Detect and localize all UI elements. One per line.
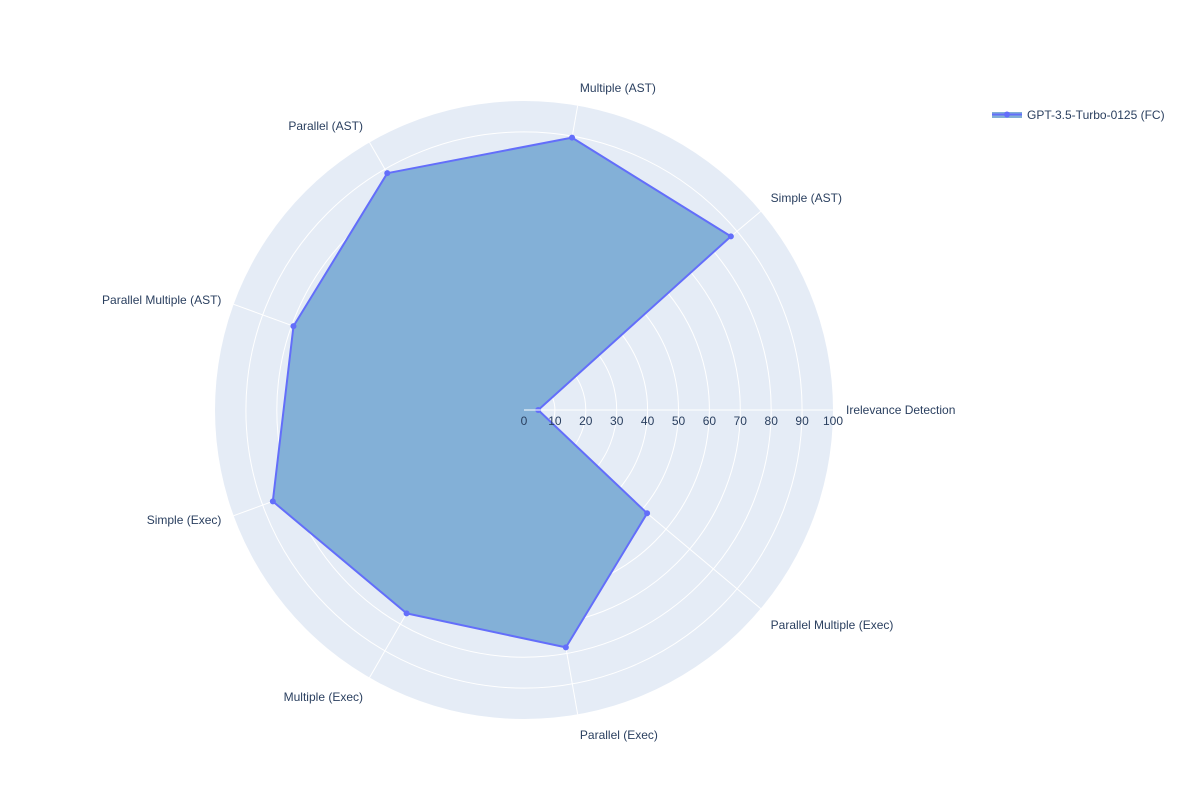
category-label: Simple (Exec) (147, 513, 222, 527)
series-area (271, 136, 732, 649)
category-label: Parallel (Exec) (580, 728, 658, 742)
category-label: Simple (AST) (771, 191, 842, 205)
category-labels: Irelevance Detection Simple (AST) Multiple… (102, 81, 955, 742)
legend-label: GPT-3.5-Turbo-0125 (FC) (1027, 108, 1165, 122)
series-group (269, 134, 734, 651)
radial-tick-label: 0 (521, 414, 528, 428)
radial-tick-label: 100 (823, 414, 843, 428)
radial-tick-label: 80 (765, 414, 779, 428)
radial-tick-label: 10 (548, 414, 562, 428)
data-point[interactable] (562, 644, 569, 651)
data-point[interactable] (569, 134, 576, 141)
radial-tick-label: 60 (703, 414, 717, 428)
radial-tick-label: 30 (610, 414, 624, 428)
category-label: Multiple (Exec) (284, 690, 363, 704)
legend-item[interactable]: GPT-3.5-Turbo-0125 (FC) (992, 108, 1165, 122)
data-point[interactable] (727, 233, 734, 240)
radial-tick-label: 90 (795, 414, 809, 428)
legend[interactable]: GPT-3.5-Turbo-0125 (FC) (992, 108, 1165, 122)
data-point[interactable] (384, 170, 391, 177)
radial-ticks: 0 10 20 30 40 50 60 70 80 90 100 (521, 409, 843, 428)
category-label: Multiple (AST) (580, 81, 656, 95)
radial-tick-label: 50 (672, 414, 686, 428)
category-label: Parallel Multiple (AST) (102, 293, 221, 307)
data-point[interactable] (269, 498, 276, 505)
data-point[interactable] (644, 510, 651, 517)
category-label: Parallel (AST) (288, 119, 363, 133)
category-label: Irelevance Detection (846, 403, 955, 417)
data-point[interactable] (290, 323, 297, 330)
data-point[interactable] (403, 610, 410, 617)
radial-tick-label: 40 (641, 414, 655, 428)
legend-swatch-marker (1004, 111, 1010, 118)
radial-tick-label: 20 (579, 414, 593, 428)
category-label: Parallel Multiple (Exec) (771, 618, 894, 632)
radial-tick-label: 70 (734, 414, 748, 428)
